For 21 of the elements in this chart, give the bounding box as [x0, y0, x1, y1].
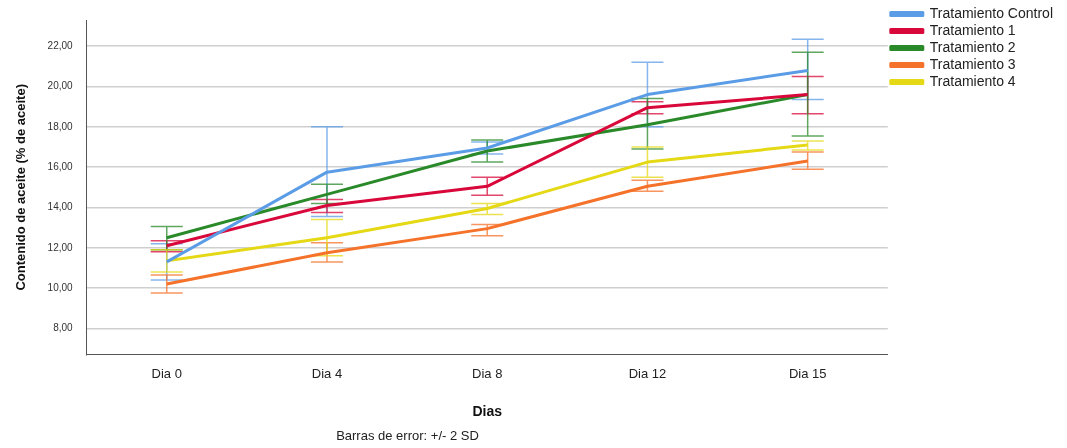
y-tick-label: 12,00	[47, 241, 74, 253]
legend-label: Tratamiento Control	[929, 4, 1054, 21]
y-tick-label: 22,00	[47, 39, 74, 51]
text: Barras de error: +/- 2 SD	[335, 428, 480, 443]
legend-label: Tratamiento 2	[929, 38, 1016, 55]
y-tick-label: 14,00	[47, 201, 74, 213]
y-tick-label: 8,00	[53, 322, 74, 334]
x-axis-title: Dias	[472, 403, 503, 420]
legend-label: Tratamiento 1	[929, 21, 1016, 38]
y-tick-label: 18,00	[47, 120, 74, 132]
y-tick-label: 10,00	[47, 281, 74, 293]
legend-label: Tratamiento 3	[929, 55, 1016, 72]
y-tick-label: 20,00	[47, 80, 74, 92]
x-tick-label: Dia 4	[311, 365, 343, 381]
x-tick-label: Dia 15	[788, 365, 827, 381]
legend-label: Tratamiento 4	[929, 72, 1016, 89]
x-tick-label: Dia 0	[151, 365, 182, 381]
x-tick-label: Dia 12	[628, 365, 667, 381]
y-tick-label: 16,00	[47, 160, 74, 172]
y-axis-title: Contenido de aceite (% de aceite)	[13, 84, 29, 291]
x-tick-label: Dia 8	[472, 365, 503, 381]
